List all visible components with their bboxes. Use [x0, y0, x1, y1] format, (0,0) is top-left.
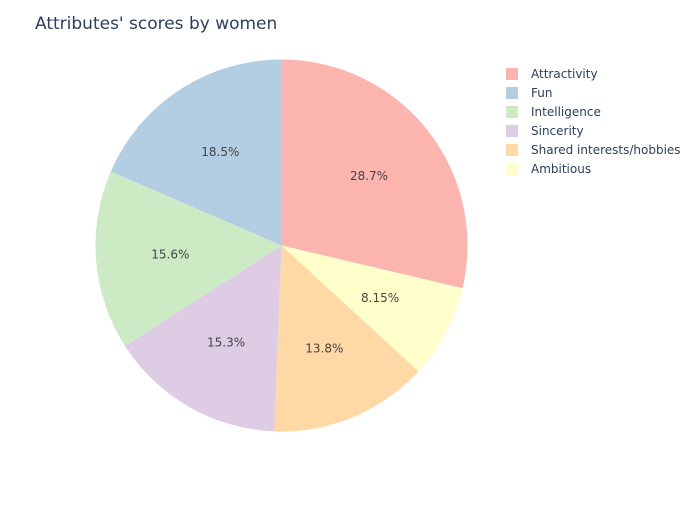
slice-label-ambitious: 8.15% [361, 291, 399, 305]
slice-label-attractivity: 28.7% [350, 169, 388, 183]
chart-title: Attributes' scores by women [35, 14, 277, 34]
slice-label-sincerity: 15.3% [207, 335, 245, 349]
pie-slice-attractivity[interactable] [281, 59, 468, 289]
slice-label-fun: 18.5% [201, 145, 239, 159]
legend-label-fun[interactable]: Fun [531, 86, 552, 100]
legend-label-attractivity[interactable]: Attractivity [531, 67, 598, 81]
pie-slice-sincerity[interactable] [124, 245, 282, 432]
slice-label-shared-interests-hobbies: 13.8% [305, 342, 343, 356]
legend-label-intelligence[interactable]: Intelligence [531, 105, 601, 119]
legend-swatch-attractivity[interactable] [506, 68, 518, 80]
legend-label-shared-interests-hobbies[interactable]: Shared interests/hobbies [531, 143, 681, 157]
pie-slice-ambitious[interactable] [281, 245, 463, 372]
legend-label-sincerity[interactable]: Sincerity [531, 124, 584, 138]
pie-labels: 28.7% 8.15% 13.8% 15.3% 15.6% 18.5% [151, 145, 399, 355]
legend-swatch-intelligence[interactable] [506, 106, 518, 118]
pie-slice-fun[interactable] [110, 59, 282, 246]
legend-swatch-sincerity[interactable] [506, 125, 518, 137]
legend-swatch-shared-interests-hobbies[interactable] [506, 144, 518, 156]
pie-slice-shared-interests-hobbies[interactable] [274, 245, 419, 432]
legend-swatch-ambitious[interactable] [506, 163, 518, 175]
legend-swatch-fun[interactable] [506, 87, 518, 99]
slice-label-intelligence: 15.6% [151, 248, 189, 262]
pie-slice-intelligence[interactable] [95, 171, 282, 346]
pie-slices [95, 59, 468, 432]
legend-label-ambitious[interactable]: Ambitious [531, 162, 591, 176]
legend: Attractivity Fun Intelligence Sincerity Shar… [506, 67, 681, 176]
